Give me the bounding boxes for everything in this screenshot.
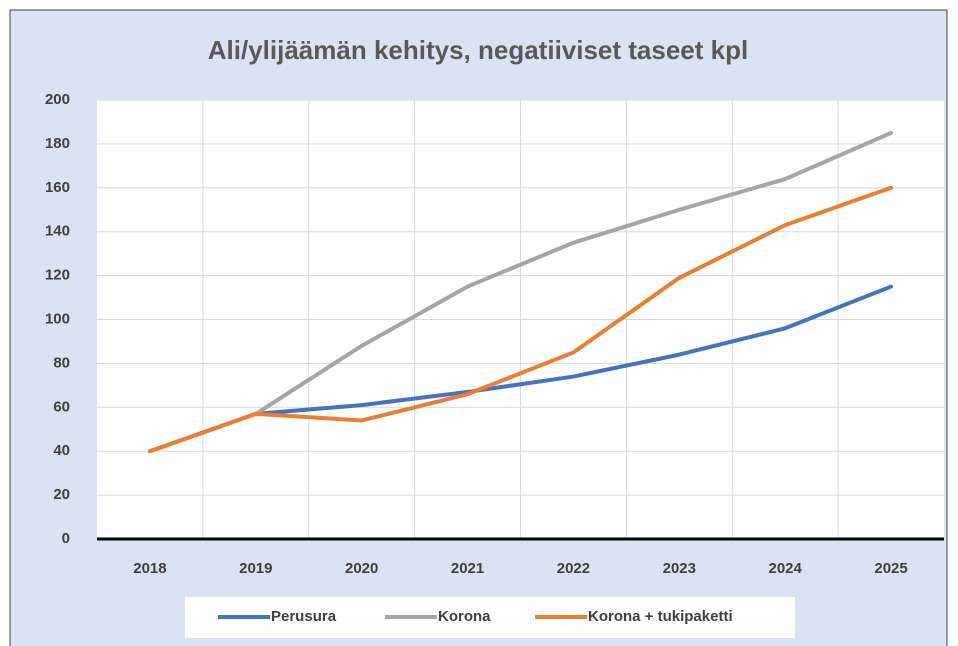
- x-tick-label: 2020: [345, 560, 378, 577]
- y-tick-label: 60: [53, 398, 70, 415]
- chart-title: Ali/ylijäämän kehitys, negatiiviset tase…: [208, 35, 748, 65]
- x-tick-label: 2018: [133, 560, 166, 577]
- y-tick-label: 100: [45, 310, 70, 327]
- series-line: [147, 130, 894, 454]
- series-line: [147, 185, 894, 454]
- y-tick-label: 160: [45, 179, 70, 196]
- y-tick-label: 140: [45, 223, 70, 240]
- legend: [185, 597, 795, 638]
- y-tick-label: 20: [53, 486, 70, 503]
- y-tick-label: 120: [45, 267, 70, 284]
- y-tick-label: 40: [53, 442, 70, 459]
- series-line: [147, 284, 894, 454]
- legend-label: Korona: [438, 608, 491, 625]
- legend-label: Korona + tukipaketti: [588, 608, 733, 625]
- y-tick-label: 80: [53, 354, 70, 371]
- x-tick-label: 2021: [451, 560, 484, 577]
- y-tick-label: 180: [45, 135, 70, 152]
- y-tick-label: 200: [45, 91, 70, 108]
- x-tick-label: 2019: [239, 560, 272, 577]
- y-tick-label: 0: [62, 530, 70, 547]
- x-tick-label: 2025: [874, 560, 907, 577]
- legend-label: Perusura: [271, 608, 337, 625]
- x-tick-label: 2024: [769, 560, 803, 577]
- x-tick-label: 2022: [557, 560, 590, 577]
- x-tick-label: 2023: [663, 560, 696, 577]
